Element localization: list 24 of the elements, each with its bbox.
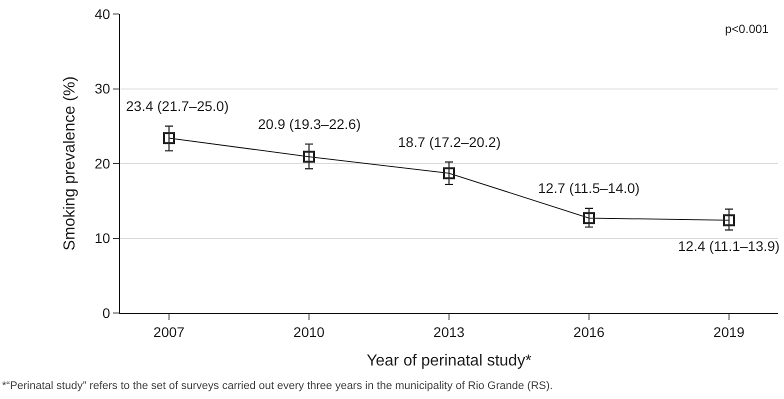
data-label: 12.4 (11.1–13.9) (678, 238, 780, 254)
x-tick-label: 2013 (433, 324, 465, 340)
point (723, 214, 735, 226)
data-label: 12.7 (11.5–14.0) (538, 180, 640, 196)
y-tick-label: 40 (94, 6, 110, 22)
point (583, 212, 595, 224)
point (163, 132, 175, 144)
y-tick-label: 30 (94, 80, 110, 97)
y-axis-title: Smoking prevalence (%) (62, 76, 79, 251)
x-tick-label: 2010 (293, 324, 325, 340)
point (303, 150, 315, 163)
x-tick-label: 2019 (713, 324, 745, 340)
annotation: p<0.001 (725, 22, 770, 36)
data-label: 20.9 (19.3–22.6) (258, 116, 361, 132)
x-tick-label: 2007 (153, 324, 185, 340)
x-axis-title: Year of perinatal study* (366, 352, 532, 370)
text: *“Perinatal study” refers to the set of surveys carried out every three years in the municipality of Rio Grande (RS). (2, 380, 553, 392)
point (443, 167, 455, 180)
data-label: 23.4 (21.7–25.0) (126, 98, 229, 114)
y-tick-label: 20 (94, 155, 110, 172)
y-tick-label: 10 (94, 230, 110, 246)
y-tick-label: 0 (102, 304, 110, 321)
data-label: 18.7 (17.2–20.2) (398, 134, 501, 150)
x-tick-label: 2016 (573, 324, 605, 340)
